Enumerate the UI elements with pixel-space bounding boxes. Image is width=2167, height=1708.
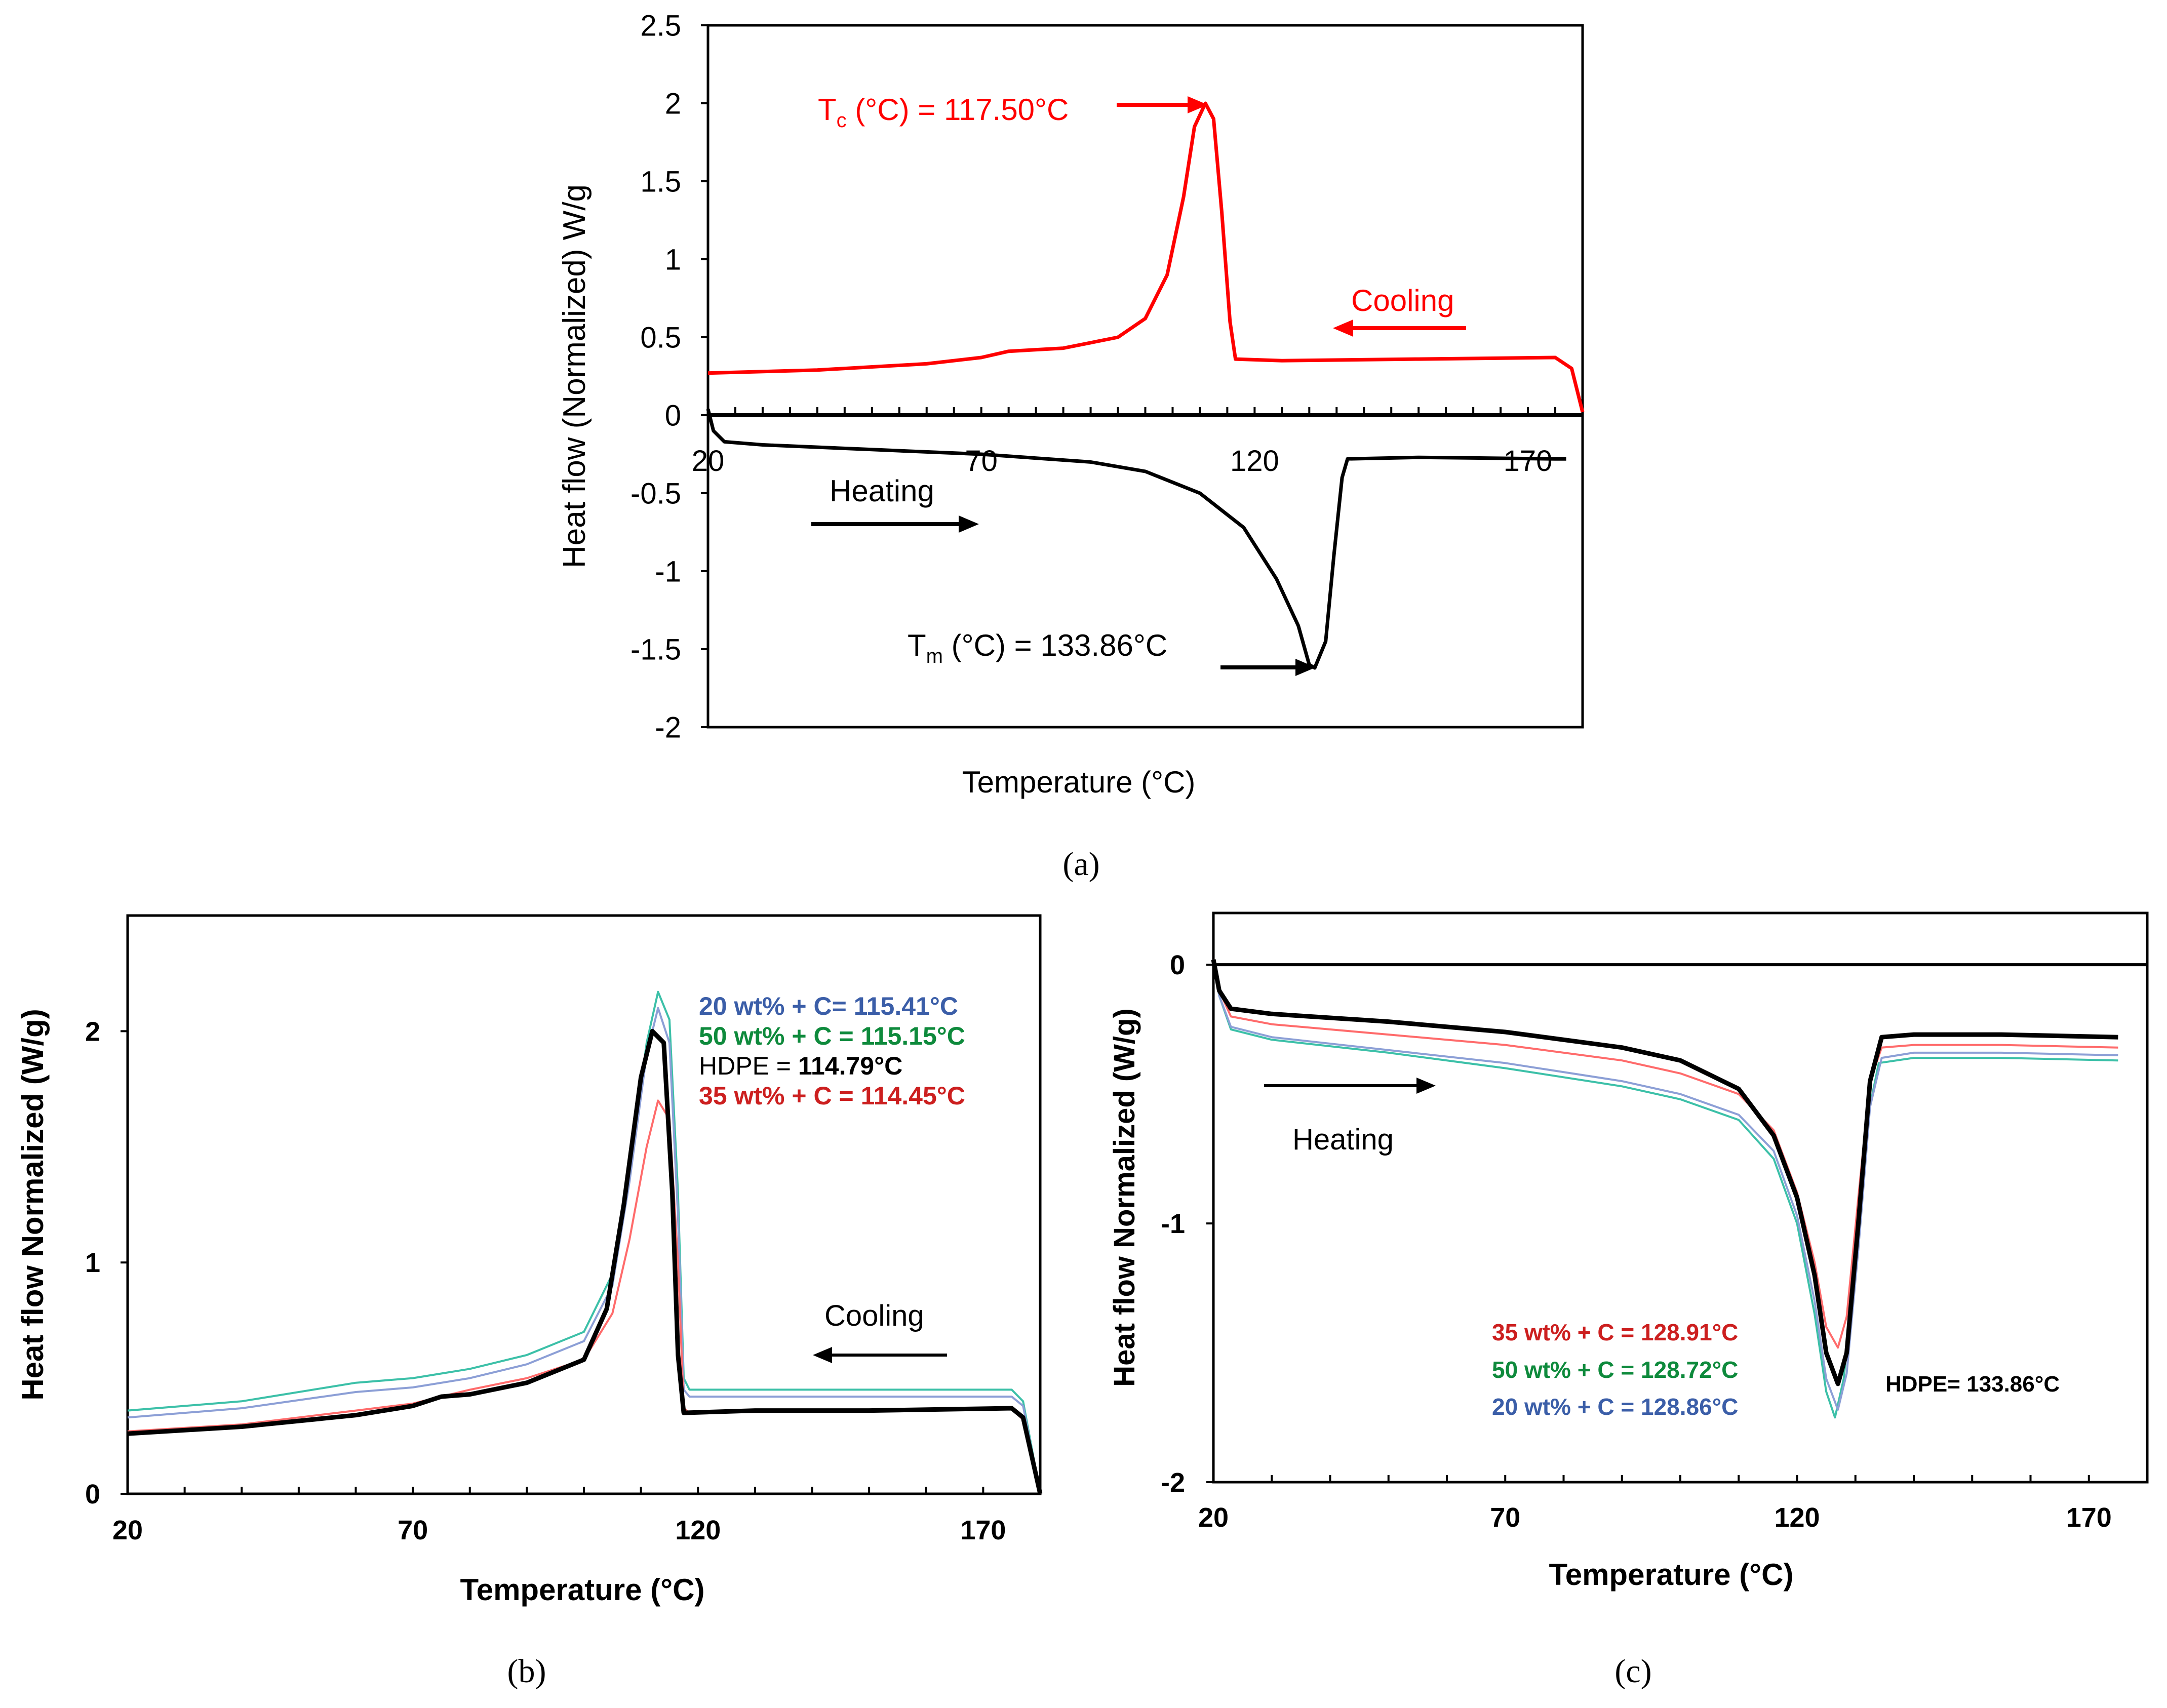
y-tick-label: -2 [655, 711, 681, 744]
panel-c-legend-entry-35wt: 35 wt% + C = 128.91°C [1492, 1319, 1738, 1345]
panel-b-legend-entry-20wt: 20 wt% + C= 115.41°C [699, 992, 958, 1020]
series-line-lightred [127, 1099, 1041, 1494]
y-tick-label: -1.5 [631, 633, 681, 666]
x-tick-label: 70 [1490, 1502, 1520, 1533]
panel-b-y-axis-label: Heat flow Normalized (W/g) [16, 1009, 50, 1400]
y-tick-label: 1 [85, 1248, 100, 1278]
series-line-teal [127, 990, 1041, 1494]
panel-c-hdpe-label: HDPE= 133.86°C [1885, 1372, 2060, 1397]
x-tick-label: 20 [692, 445, 725, 478]
panel-a-caption: (a) [1062, 846, 1099, 883]
panel-a-tc-annotation: Tc (°C) = 117.50°C [818, 93, 1069, 132]
panel-b-legend-entry-35wt: 35 wt% + C = 114.45°C [699, 1082, 965, 1110]
panel-c-caption: (c) [1614, 1653, 1651, 1690]
series-line-lightblue [1212, 959, 2118, 1411]
y-tick-label: -1 [655, 555, 681, 588]
panel-b-caption: (b) [507, 1653, 546, 1690]
panel-c-x-axis-label: Temperature (°C) [1549, 1558, 1794, 1592]
panel-b-cooling-label: Cooling [824, 1299, 924, 1332]
x-tick-label: 170 [2066, 1502, 2112, 1533]
panel-a-tm-arrow [1220, 659, 1316, 676]
x-tick-label: 170 [1504, 445, 1553, 478]
panel-b-legend-entry-hdpe: HDPE = 114.79°C [699, 1052, 902, 1080]
panel-b-x-axis-label: Temperature (°C) [460, 1573, 705, 1607]
x-tick-label: 120 [675, 1515, 721, 1545]
panel-c-legend-entry-20wt: 20 wt% + C = 128.86°C [1492, 1394, 1738, 1420]
panel-a-y-ticks: 2.5 2 1.5 1 0.5 0 -0.5 -1 -1.5 -2 [631, 9, 708, 744]
y-tick-label: -0.5 [631, 477, 681, 510]
y-tick-label: -2 [1161, 1467, 1185, 1498]
y-tick-label: 2 [85, 1016, 100, 1047]
y-tick-label: 0 [665, 399, 681, 432]
panel-c-y-ticks: 0 -1 -2 [1161, 950, 1213, 1498]
x-tick-label: 170 [960, 1515, 1006, 1545]
panel-a-plot-frame [706, 24, 1584, 729]
y-tick-label: 0 [85, 1479, 100, 1510]
x-tick-label: 120 [1230, 445, 1279, 478]
series-line-black [706, 408, 1566, 670]
panel-a-x-ticks: 20 70 120 170 [692, 407, 1584, 478]
panel-c-x-ticks: 20 70 120 170 [1198, 963, 2148, 1533]
y-tick-label: 1.5 [640, 165, 681, 198]
x-tick-label: 20 [112, 1515, 143, 1545]
panel-b-x-ticks: 20 70 120 170 [112, 1487, 1041, 1545]
x-tick-label: 70 [965, 445, 998, 478]
panel-a-cooling-label: Cooling [1351, 284, 1454, 317]
panel-c-heating-label: Heating [1292, 1123, 1394, 1156]
x-tick-label: 70 [398, 1515, 428, 1545]
y-tick-label: 0.5 [640, 321, 681, 354]
x-tick-label: 20 [1198, 1502, 1229, 1533]
panel-c-legend-entry-50wt: 50 wt% + C = 128.72°C [1492, 1357, 1738, 1383]
panel-b-cooling-arrow [813, 1347, 947, 1363]
y-tick-label: 0 [1170, 950, 1185, 980]
panel-b-legend: 20 wt% + C= 115.41°C 50 wt% + C = 115.15… [699, 992, 965, 1110]
panel-c-series [1211, 959, 2118, 1419]
panel-a-x-axis-label: Temperature (°C) [962, 765, 1196, 799]
panel-b: 2 1 0 20 70 120 170 Heat flow Normalized (W/g… [16, 914, 1043, 1690]
panel-a-tc-arrow [1117, 96, 1208, 113]
panel-c-heating-arrow [1264, 1078, 1436, 1094]
panel-b-series [127, 990, 1043, 1494]
y-tick-label: 1 [665, 243, 681, 276]
series-line-black [127, 1028, 1043, 1494]
series-line-teal [1212, 959, 2118, 1419]
series-line-black [1211, 959, 2118, 1386]
panel-a: 2.5 2 1.5 1 0.5 0 -0.5 -1 -1.5 -2 20 70 120 170 Heat… [557, 9, 1585, 883]
panel-c: 0 -1 -2 20 70 120 170 Heat flow Normalized (W… [1108, 911, 2149, 1690]
panel-a-y-axis-label: Heat flow (Normalized) W/g [557, 184, 592, 568]
series-line-red [707, 101, 1585, 413]
panel-c-y-axis-label: Heat flow Normalized (W/g) [1108, 1008, 1141, 1387]
panel-a-cooling-arrow [1333, 320, 1466, 337]
panel-a-tm-annotation: Tm (°C) = 133.86°C [908, 628, 1167, 667]
panel-b-y-ticks: 2 1 0 [85, 1016, 128, 1510]
y-tick-label: 2.5 [640, 9, 681, 42]
x-tick-label: 120 [1774, 1502, 1820, 1533]
panel-a-heating-arrow [811, 515, 979, 533]
panel-a-series [706, 101, 1585, 670]
panel-b-legend-entry-50wt: 50 wt% + C = 115.15°C [699, 1022, 965, 1050]
y-tick-label: -1 [1161, 1209, 1185, 1239]
y-tick-label: 2 [665, 87, 681, 120]
panel-a-heating-label: Heating [830, 474, 934, 508]
panel-c-legend: 35 wt% + C = 128.91°C 50 wt% + C = 128.7… [1492, 1319, 1738, 1420]
